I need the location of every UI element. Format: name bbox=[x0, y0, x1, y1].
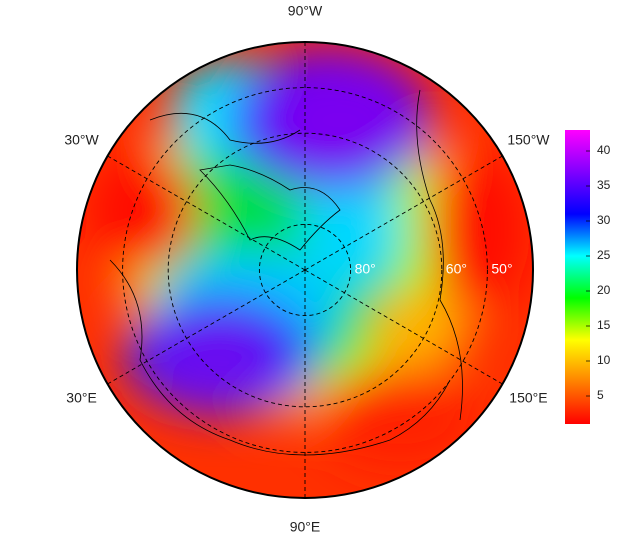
colorbar-tick-label: 5 bbox=[597, 388, 604, 402]
field bbox=[77, 42, 533, 498]
latitude-label: 50° bbox=[491, 261, 512, 277]
colorbar-tick-label: 15 bbox=[597, 318, 611, 332]
colorbar-tick-label: 10 bbox=[597, 353, 611, 367]
longitude-label: 30°W bbox=[64, 132, 99, 148]
longitude-label: 30°E bbox=[66, 390, 97, 406]
latitude-label: 80° bbox=[355, 261, 376, 277]
colorbar bbox=[565, 130, 590, 424]
colorbar-tick-label: 25 bbox=[597, 248, 611, 262]
meridian-line bbox=[304, 155, 503, 271]
latitude-circle bbox=[122, 87, 488, 453]
meridian-line bbox=[107, 269, 306, 385]
latitude-label: 60° bbox=[446, 261, 467, 277]
longitude-label: 90°W bbox=[288, 3, 323, 19]
longitude-label: 150°W bbox=[507, 132, 550, 148]
colorbar-tick-label: 30 bbox=[597, 213, 611, 227]
colorbar-tick-label: 40 bbox=[597, 143, 611, 157]
longitude-label: 150°E bbox=[509, 390, 547, 406]
meridian-line bbox=[304, 269, 503, 385]
longitude-label: 90°E bbox=[290, 519, 321, 535]
meridian-line bbox=[107, 155, 306, 271]
colorbar-tick-label: 35 bbox=[597, 178, 611, 192]
colorbar-tick-label: 20 bbox=[597, 283, 611, 297]
map-border bbox=[76, 41, 534, 499]
